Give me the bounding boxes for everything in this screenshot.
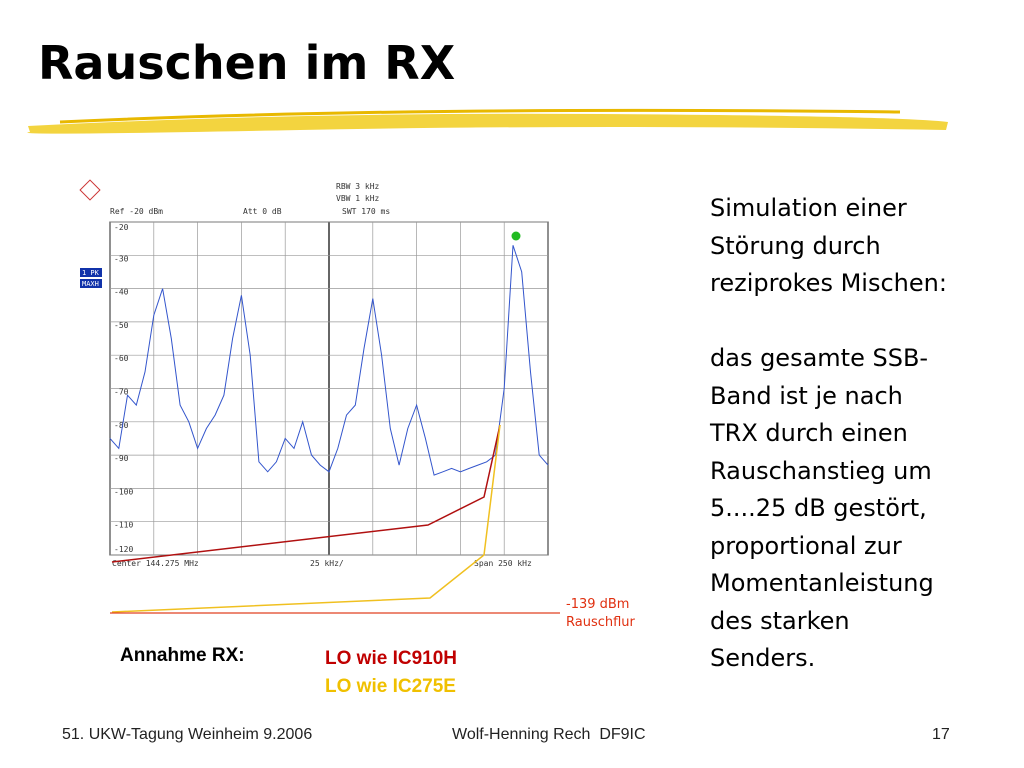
logo [79, 179, 101, 201]
text-line: reziprokes Mischen: [710, 269, 947, 297]
text-line: Momentanleistung [710, 569, 934, 597]
assumption-label: Annahme RX: [120, 645, 245, 666]
lo-line-yellow [111, 424, 501, 613]
noise-floor-label: -139 dBm Rauschflur [566, 596, 635, 632]
y-tick-label: -120 [114, 545, 133, 554]
y-tick-label: -80 [114, 421, 129, 430]
text-line: proportional zur [710, 531, 902, 560]
text-line: 5....25 dB gestört, [710, 494, 927, 522]
text-line: Band ist je nach [710, 381, 903, 410]
trace-label-box [80, 268, 102, 277]
text-line: TRX durch einen [710, 419, 908, 447]
text-line: des starken [710, 606, 850, 635]
trace-label-box [80, 279, 102, 288]
y-tick-label: -110 [114, 521, 133, 530]
body-text: Simulation einer Störung durch reziprokes … [710, 190, 947, 678]
y-tick-label: -40 [114, 288, 129, 297]
spacer [710, 303, 947, 341]
title-underline [59, 108, 901, 124]
text-line: Senders. [710, 644, 816, 672]
text-line: Störung durch [710, 231, 881, 260]
vbw: VBW 1 kHz [336, 194, 380, 203]
trace-label: 1 PK [82, 269, 100, 277]
division: 25 kHz/ [310, 559, 344, 568]
swt: SWT 170 ms [342, 207, 390, 216]
spectrum-trace [109, 245, 549, 476]
title-underline [27, 113, 948, 134]
rbw: RBW 3 kHz [336, 182, 380, 191]
y-tick-label: -50 [114, 321, 129, 330]
ref-level: Ref -20 dBm [110, 207, 163, 216]
y-tick-label: -20 [114, 223, 129, 232]
noise-floor-value: -139 dBm [566, 597, 630, 612]
noise-floor-text: Rauschflur [566, 615, 635, 630]
lo-line-red [111, 424, 501, 563]
y-tick-label: -90 [114, 454, 129, 463]
assumption: LO wie IC910H LO wie IC275E [325, 645, 457, 701]
y-tick-label: -60 [114, 354, 129, 363]
center-frequency: Center 144.275 MHz [112, 559, 199, 568]
y-tick-label: -30 [114, 254, 129, 263]
assumption-line: LO wie IC910H [325, 648, 457, 669]
marker [511, 231, 521, 241]
attenuation: Att 0 dB [243, 207, 282, 216]
text-line: Simulation einer [710, 194, 907, 222]
page-number: 17 [932, 726, 950, 743]
plot: -20 -30 -40 -50 -60 -70 -80 -90 -100 -110 -120 [109, 221, 549, 556]
text-line: Rauschanstieg um [710, 456, 932, 485]
footer-center: Wolf-Henning Rech DF9IC [452, 726, 646, 743]
trace-label: MAXH [82, 280, 99, 288]
text-line: das gesamte SSB- [710, 344, 929, 372]
span: Span 250 kHz [474, 559, 532, 568]
y-tick-label: -100 [114, 487, 133, 496]
assumption-line: LO wie IC275E [325, 676, 456, 697]
y-tick-label: -70 [114, 388, 129, 397]
slide-title: Rauschen im RX [38, 36, 456, 90]
footer-left: 51. UKW-Tagung Weinheim 9.2006 [62, 726, 313, 743]
